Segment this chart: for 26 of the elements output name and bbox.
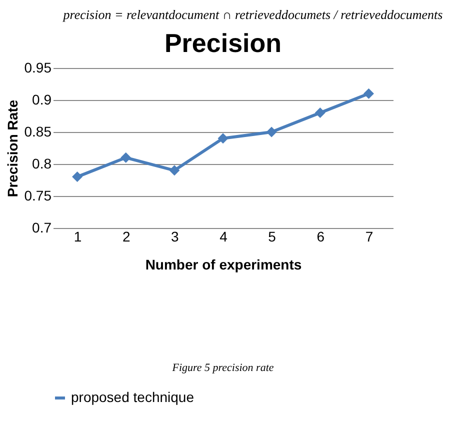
x-tick-label: 6 (316, 228, 325, 244)
legend-label: proposed technique (71, 389, 194, 405)
y-tick-label: 0.75 (24, 188, 52, 204)
point (314, 108, 326, 118)
chart-title: Precision (164, 28, 282, 58)
y-tick-label: 0.9 (32, 92, 52, 108)
x-tick-label: 5 (268, 228, 276, 244)
x-tick-label: 2 (122, 228, 130, 244)
point (363, 88, 374, 99)
x-tick-label: 1 (74, 228, 82, 244)
y-tick-label: 0.7 (32, 220, 52, 236)
x-tick-label: 7 (365, 228, 374, 244)
text: precision = relevantdocument ∩ retrieveddocumets / retrieveddocuments (62, 7, 443, 22)
x-tick-label: 3 (171, 228, 180, 244)
x-tick-label: 4 (220, 228, 228, 244)
x-axis-title: Number of experiments (145, 256, 302, 272)
y-tick-label: 0.95 (24, 60, 52, 76)
point (120, 152, 132, 163)
point (169, 165, 180, 176)
y-tick-label: 0.8 (32, 156, 52, 172)
y-axis-title: Precision Rate (4, 100, 20, 198)
caption: Figure 5 precision rate (171, 362, 274, 374)
point (72, 172, 83, 182)
point (218, 133, 228, 144)
point (266, 126, 277, 138)
y-tick-label: 0.85 (24, 124, 52, 140)
